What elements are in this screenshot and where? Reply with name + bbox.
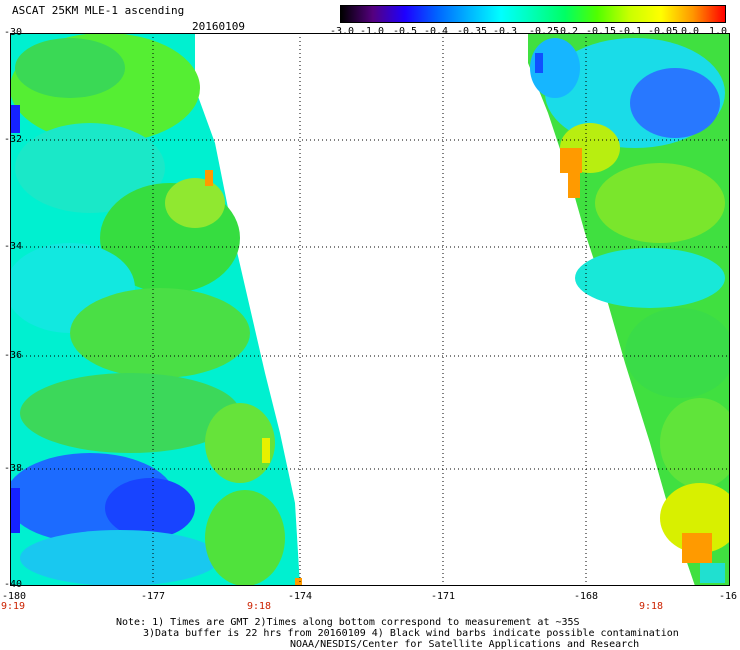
time-label: 9:19 [0,601,26,612]
colorbar-label: -0.1 [617,26,643,37]
lat-label: -30 [4,27,23,38]
green-region [595,163,725,243]
lon-label: -180 [1,591,27,602]
map-frame [10,33,730,586]
blue-pixel [10,488,20,533]
colorbar-label: -1.0 [359,26,385,37]
colorbar-label: -0.2 [553,26,579,37]
green-region [70,288,250,378]
orange-pixel [205,170,213,186]
swath-right [528,33,730,586]
green-region [20,373,240,453]
orange-pixel [295,578,302,586]
green-region [660,398,730,488]
note-line-1: Note: 1) Times are GMT 2)Times along bot… [116,617,580,628]
time-label: 9:18 [246,601,272,612]
blue-pixel [10,105,20,133]
scatterometer-map [10,33,730,586]
swath-left [10,33,302,586]
green-region [205,403,275,483]
green-region [625,308,730,398]
orange-pixel [682,533,712,563]
map-date: 20160109 [192,20,245,33]
lat-label: -38 [4,463,23,474]
colorbar-label: -0.5 [392,26,418,37]
blue-region [630,68,720,138]
swath-right-fields [530,38,730,583]
time-label: 9:18 [638,601,664,612]
green-region [205,490,285,586]
cyan-region [20,530,220,586]
orange-pixel [560,148,582,173]
lat-label: -34 [4,241,23,252]
lat-label: -36 [4,350,23,361]
lon-label: -174 [287,591,313,602]
colorbar-label: 1.0 [708,26,728,37]
swath-left-fields [10,33,302,586]
colorbar-label: -0.05 [647,26,679,37]
lon-label: -168 [573,591,599,602]
colorbar-label: -0.15 [585,26,617,37]
cyan-pixel [700,563,725,583]
yellow-pixel [262,438,270,463]
lon-label: -171 [430,591,456,602]
blue-pixel [535,53,543,73]
cyan-region [575,248,725,308]
colorbar-label: -0.3 [492,26,518,37]
cyan-region [15,123,165,213]
yellow-region [660,483,730,553]
note-line-2: 3)Data buffer is 22 hrs from 20160109 4)… [143,628,679,639]
colorbar-label: -0.35 [456,26,488,37]
colorbar-label: -0.25 [528,26,560,37]
colorbar-label: -0.4 [423,26,449,37]
green-region [15,38,125,98]
colorbar-label: 0.0 [680,26,700,37]
orange-pixel [568,173,580,198]
lat-label: -32 [4,134,23,145]
note-line-3: NOAA/NESDIS/Center for Satellite Applica… [290,639,640,650]
lon-label: -16 [718,591,738,602]
colorbar-label: -3.0 [329,26,355,37]
colorbar [340,5,726,23]
lon-label: -177 [140,591,166,602]
blue-region [105,478,195,538]
grid-lines [10,33,730,586]
map-title: ASCAT 25KM MLE-1 ascending [12,4,185,17]
lat-label: -40 [4,579,23,590]
green-region [165,178,225,228]
